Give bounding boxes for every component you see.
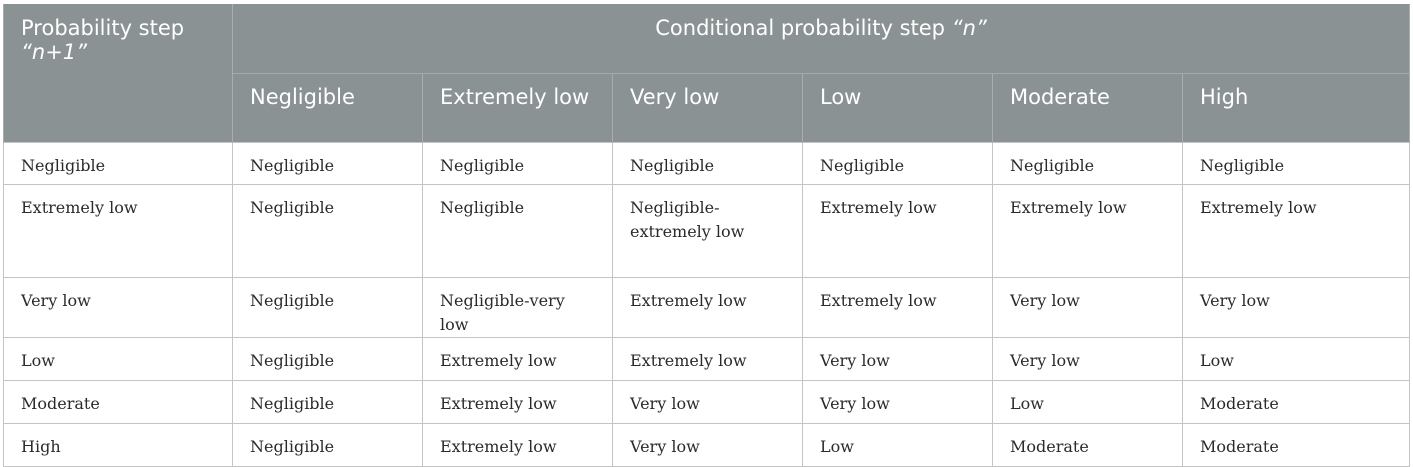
- table-cell: Negligible-extremely low: [612, 183, 803, 278]
- table-cell: Negligible: [232, 379, 423, 424]
- table-cell: Negligible: [232, 422, 423, 467]
- table-cell: Extremely low: [802, 276, 993, 338]
- table-cell: Very low: [612, 379, 803, 424]
- column-header: Very low: [612, 73, 803, 142]
- table-cell: Negligible: [992, 141, 1183, 185]
- table-cell: Extremely low: [422, 336, 613, 381]
- table-cell: Negligible: [802, 141, 993, 185]
- table-cell: Negligible: [232, 141, 423, 185]
- table-cell: Negligible: [422, 141, 613, 185]
- table-cell: Extremely low: [612, 276, 803, 338]
- table-cell: Extremely low: [1181, 183, 1411, 278]
- table-cell: Very low: [612, 422, 803, 467]
- table-cell: Negligible-very low: [422, 276, 613, 338]
- row-label: Low: [3, 336, 233, 381]
- table-cell: Very low: [802, 379, 993, 424]
- table-cell: Low: [1181, 336, 1411, 381]
- table-cell: Very low: [992, 276, 1183, 338]
- row-header-label: Probability step “n+1”: [3, 4, 233, 142]
- row-label: Extremely low: [3, 183, 233, 278]
- row-label: High: [3, 422, 233, 467]
- row-label: Negligible: [3, 141, 233, 185]
- column-header: High: [1181, 73, 1411, 142]
- table-body: Negligible Negligible Negligible Negligi…: [3, 141, 1411, 467]
- table-row: High Negligible Extremely low Very low L…: [3, 422, 1411, 467]
- table-cell: Low: [992, 379, 1183, 424]
- table-cell: Negligible: [232, 183, 423, 278]
- table-row: Moderate Negligible Extremely low Very l…: [3, 379, 1411, 424]
- probability-matrix-table: Probability step “n+1” Conditional proba…: [3, 4, 1411, 467]
- table-cell: Extremely low: [422, 422, 613, 467]
- column-header: Extremely low: [422, 73, 613, 142]
- table-row: Extremely low Negligible Negligible Negl…: [3, 183, 1411, 278]
- table-row: Negligible Negligible Negligible Negligi…: [3, 141, 1411, 185]
- table-header: Probability step “n+1” Conditional proba…: [3, 4, 1411, 142]
- table-row: Low Negligible Extremely low Extremely l…: [3, 336, 1411, 381]
- table-cell: Extremely low: [612, 336, 803, 381]
- table-cell: Moderate: [992, 422, 1183, 467]
- table-cell: Extremely low: [802, 183, 993, 278]
- table-cell: Moderate: [1181, 422, 1411, 467]
- group-header-label: Conditional probability step “n”: [231, 4, 1411, 74]
- row-label: Moderate: [3, 379, 233, 424]
- table-cell: Very low: [1181, 276, 1411, 338]
- table-cell: Very low: [802, 336, 993, 381]
- table-cell: Negligible: [612, 141, 803, 185]
- table-cell: Negligible: [232, 336, 423, 381]
- table-cell: Moderate: [1181, 379, 1411, 424]
- column-header: Low: [802, 73, 993, 142]
- row-label: Very low: [3, 276, 233, 338]
- column-header: Negligible: [232, 73, 423, 142]
- table-cell: Very low: [992, 336, 1183, 381]
- table-row: Very low Negligible Negligible-very low …: [3, 276, 1411, 338]
- table-cell: Negligible: [232, 276, 423, 338]
- table-cell: Extremely low: [422, 379, 613, 424]
- table-cell: Negligible: [1181, 141, 1411, 185]
- table-cell: Negligible: [422, 183, 613, 278]
- table-cell: Extremely low: [992, 183, 1183, 278]
- column-header: Moderate: [992, 73, 1183, 142]
- table-cell: Low: [802, 422, 993, 467]
